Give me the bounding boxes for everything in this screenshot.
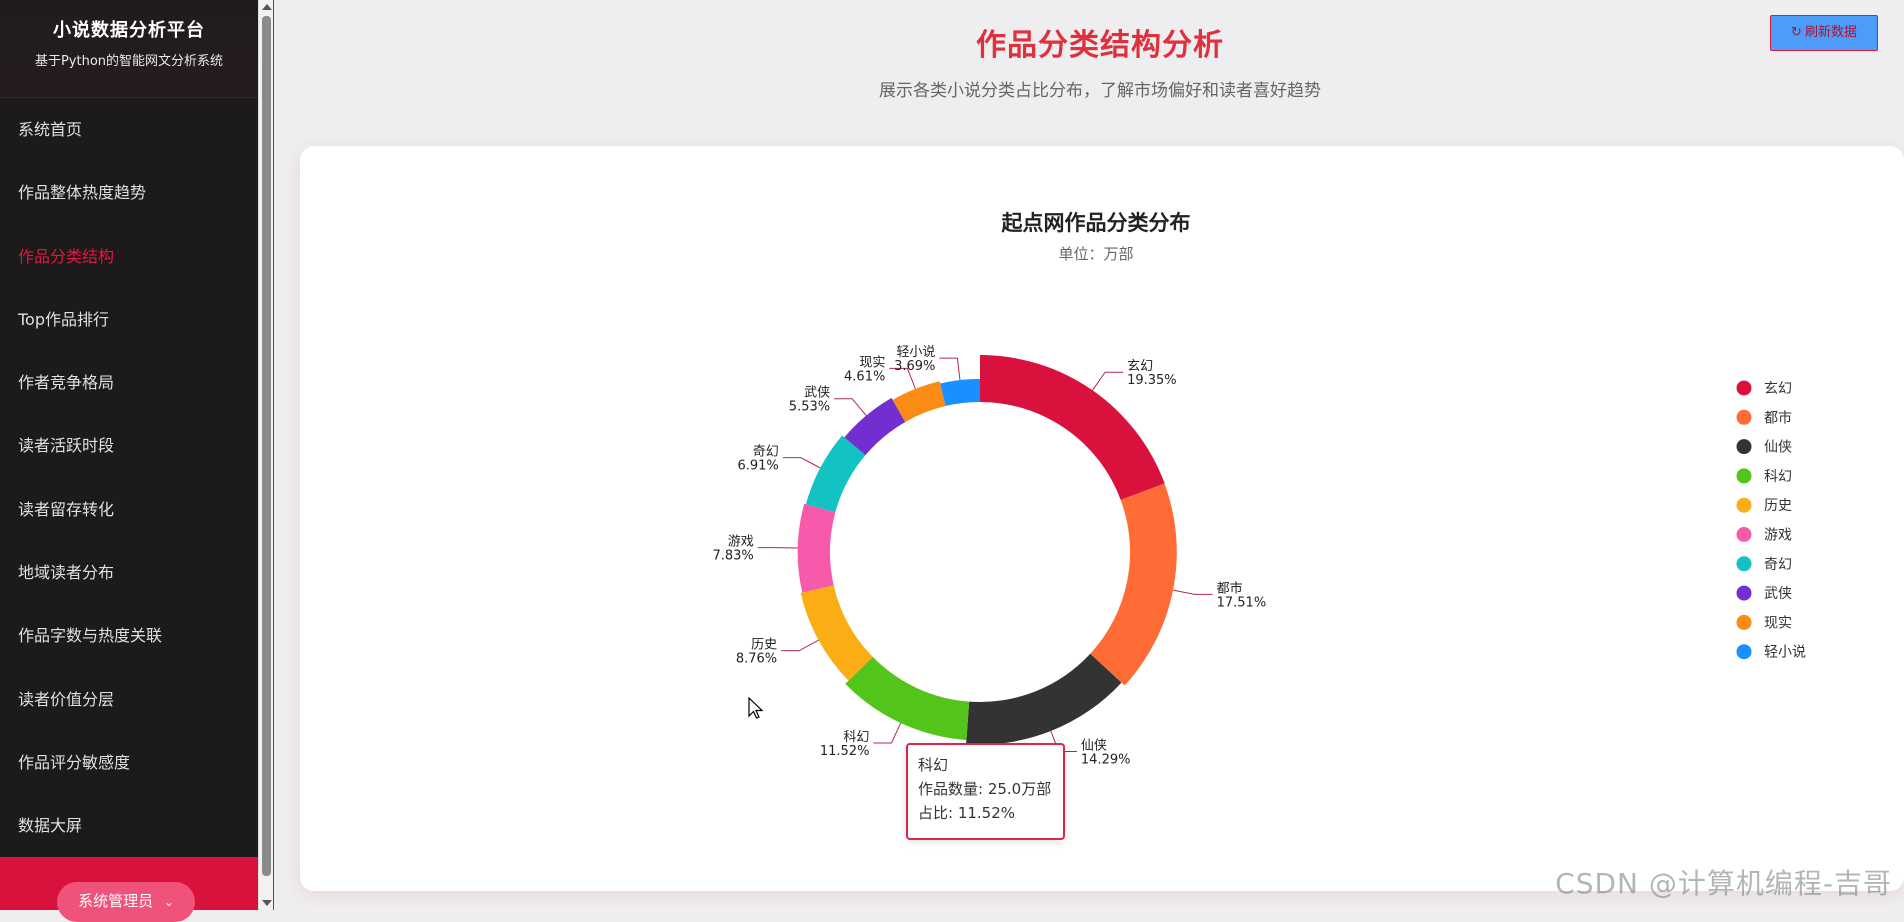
chart-subtitle: 单位：万部 bbox=[1058, 245, 1133, 263]
sidebar-item-11[interactable]: 数据大屏 bbox=[0, 794, 258, 857]
sidebar-item-7[interactable]: 地域读者分布 bbox=[0, 541, 258, 604]
legend-marker-0[interactable] bbox=[1737, 381, 1752, 396]
legend-item-7[interactable]: 武侠 bbox=[1764, 586, 1792, 602]
slice-label-1: 都市 bbox=[1217, 580, 1243, 596]
legend-marker-5[interactable] bbox=[1737, 527, 1752, 542]
sidebar-item-3[interactable]: Top作品排行 bbox=[0, 288, 258, 351]
sidebar-item-6[interactable]: 读者留存转化 bbox=[0, 478, 258, 541]
watermark: CSDN @计算机编程-吉哥 bbox=[1555, 862, 1892, 902]
legend-marker-9[interactable] bbox=[1737, 644, 1752, 659]
slice-percent-0: 19.35% bbox=[1127, 373, 1177, 388]
chevron-down-icon: ⌄ bbox=[164, 883, 174, 921]
slice-percent-6: 6.91% bbox=[737, 459, 778, 474]
slice-label-2: 仙侠 bbox=[1081, 739, 1107, 754]
page-title: 作品分类结构分析 bbox=[276, 20, 1904, 64]
legend-marker-1[interactable] bbox=[1737, 410, 1752, 425]
slice-label-7: 武侠 bbox=[804, 386, 830, 401]
refresh-button[interactable]: ↻刷新数据 bbox=[1770, 15, 1878, 51]
page-subtitle: 展示各类小说分类占比分布，了解市场偏好和读者喜好趋势 bbox=[276, 76, 1904, 101]
pie-slice-3[interactable] bbox=[845, 657, 969, 740]
slice-percent-3: 11.52% bbox=[820, 744, 870, 759]
legend-item-8[interactable]: 现实 bbox=[1764, 615, 1792, 631]
slice-label-9: 轻小说 bbox=[896, 345, 935, 360]
tooltip-count: 作品数量: 25.0万部 bbox=[918, 777, 1053, 801]
legend-item-4[interactable]: 历史 bbox=[1764, 498, 1792, 514]
sidebar-item-5[interactable]: 读者活跃时段 bbox=[0, 414, 258, 477]
sidebar-scrollbar[interactable] bbox=[258, 0, 274, 910]
slice-label-0: 玄幻 bbox=[1127, 359, 1153, 374]
brand-subtitle: 基于Python的智能网文分析系统 bbox=[0, 50, 258, 69]
main-content: 作品分类结构分析 展示各类小说分类占比分布，了解市场偏好和读者喜好趋势 ↻刷新数… bbox=[276, 0, 1904, 910]
slice-label-3: 科幻 bbox=[843, 730, 869, 745]
category-donut-chart: 起点网作品分类分布 单位：万部 玄幻19.35%都市17.51%仙侠14.29%… bbox=[300, 146, 1904, 891]
slice-label-6: 奇幻 bbox=[753, 444, 779, 460]
sidebar-item-10[interactable]: 作品评分敏感度 bbox=[0, 731, 258, 794]
label-line-0 bbox=[1093, 372, 1124, 390]
slice-percent-9: 3.69% bbox=[894, 359, 935, 374]
admin-label: 系统管理员 bbox=[78, 892, 153, 910]
slice-label-8: 现实 bbox=[859, 355, 885, 370]
mouse-cursor-icon bbox=[748, 697, 764, 721]
refresh-label: 刷新数据 bbox=[1805, 25, 1857, 40]
sidebar-item-0[interactable]: 系统首页 bbox=[0, 98, 258, 161]
label-line-4 bbox=[781, 640, 818, 651]
brand: 小说数据分析平台 基于Python的智能网文分析系统 bbox=[0, 0, 258, 98]
pie-slice-4[interactable] bbox=[801, 585, 873, 680]
sidebar-item-4[interactable]: 作者竞争格局 bbox=[0, 351, 258, 414]
scroll-down-icon[interactable] bbox=[262, 900, 272, 906]
legend-item-6[interactable]: 奇幻 bbox=[1764, 556, 1792, 573]
chart-tooltip: 科幻 作品数量: 25.0万部 占比: 11.52% bbox=[906, 743, 1065, 840]
legend-item-3[interactable]: 科幻 bbox=[1764, 469, 1792, 485]
refresh-icon: ↻ bbox=[1791, 16, 1802, 50]
sidebar-item-8[interactable]: 作品字数与热度关联 bbox=[0, 604, 258, 667]
legend-item-0[interactable]: 玄幻 bbox=[1764, 380, 1792, 397]
legend-item-9[interactable]: 轻小说 bbox=[1764, 645, 1806, 661]
legend-marker-8[interactable] bbox=[1737, 615, 1752, 630]
scrollbar-thumb[interactable] bbox=[262, 16, 271, 876]
legend-marker-4[interactable] bbox=[1737, 498, 1752, 513]
label-line-3 bbox=[873, 723, 900, 743]
slice-percent-8: 4.61% bbox=[844, 369, 885, 384]
label-line-7 bbox=[834, 399, 866, 416]
tooltip-percent: 占比: 11.52% bbox=[918, 801, 1053, 825]
label-line-9 bbox=[939, 358, 960, 380]
slice-label-4: 历史 bbox=[751, 638, 777, 653]
admin-bar: 系统管理员 ⌄ bbox=[0, 857, 258, 910]
sidebar: 小说数据分析平台 基于Python的智能网文分析系统 系统首页作品整体热度趋势作… bbox=[0, 0, 258, 910]
chart-title: 起点网作品分类分布 bbox=[1001, 211, 1191, 235]
pie-slice-1[interactable] bbox=[1090, 484, 1177, 686]
slice-label-5: 游戏 bbox=[728, 535, 754, 550]
slice-percent-1: 17.51% bbox=[1217, 595, 1267, 610]
slice-percent-5: 7.83% bbox=[712, 549, 753, 564]
legend-item-5[interactable]: 游戏 bbox=[1764, 528, 1792, 544]
label-line-1 bbox=[1173, 590, 1213, 594]
slice-percent-4: 8.76% bbox=[736, 652, 777, 667]
legend-marker-7[interactable] bbox=[1737, 586, 1752, 601]
slice-percent-2: 14.29% bbox=[1081, 753, 1131, 768]
slice-percent-7: 5.53% bbox=[789, 400, 830, 415]
legend-marker-3[interactable] bbox=[1737, 468, 1752, 483]
pie-slice-2[interactable] bbox=[966, 654, 1121, 745]
label-line-6 bbox=[783, 458, 820, 468]
legend-item-2[interactable]: 仙侠 bbox=[1764, 440, 1792, 456]
legend-item-1[interactable]: 都市 bbox=[1764, 409, 1792, 426]
scroll-up-icon[interactable] bbox=[262, 4, 272, 10]
legend-marker-6[interactable] bbox=[1737, 556, 1752, 571]
pie-slice-5[interactable] bbox=[798, 504, 836, 593]
legend-marker-2[interactable] bbox=[1737, 439, 1752, 454]
sidebar-item-1[interactable]: 作品整体热度趋势 bbox=[0, 161, 258, 224]
pie-slice-9[interactable] bbox=[940, 379, 980, 406]
admin-menu-button[interactable]: 系统管理员 ⌄ bbox=[57, 882, 195, 922]
brand-title: 小说数据分析平台 bbox=[0, 16, 258, 42]
tooltip-title: 科幻 bbox=[918, 753, 1053, 777]
sidebar-item-2[interactable]: 作品分类结构 bbox=[0, 225, 258, 288]
sidebar-item-9[interactable]: 读者价值分层 bbox=[0, 668, 258, 731]
